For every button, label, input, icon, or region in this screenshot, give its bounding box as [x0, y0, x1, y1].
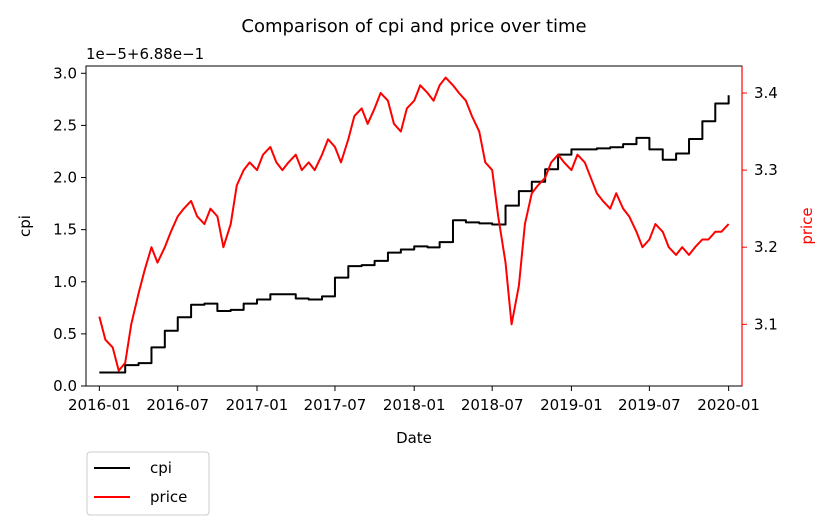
left-axis-label: cpi — [16, 215, 34, 237]
right-tick-label: 3.1 — [754, 315, 778, 333]
left-axis: 0.0 0.5 1.0 1.5 2.0 2.5 3.0 — [53, 64, 86, 395]
right-axis-label: price — [798, 207, 816, 244]
x-tick-label: 2020-01 — [697, 396, 760, 414]
right-tick-label: 3.3 — [754, 161, 778, 179]
left-tick-label: 0.5 — [53, 325, 77, 343]
x-tick-label: 2019-01 — [540, 396, 603, 414]
x-tick-label: 2018-01 — [383, 396, 446, 414]
left-tick-label: 1.5 — [53, 221, 77, 239]
right-axis: 3.1 3.2 3.3 3.4 — [741, 66, 778, 386]
right-tick-label: 3.2 — [754, 238, 778, 256]
left-tick-label: 1.0 — [53, 273, 77, 291]
left-axis-offset-text: 1e−5+6.88e−1 — [86, 45, 204, 63]
left-tick-label: 0.0 — [53, 377, 77, 395]
x-tick-label: 2018-07 — [461, 396, 524, 414]
series-line-cpi — [99, 95, 730, 374]
left-tick-label: 3.0 — [53, 64, 77, 82]
legend: cpi price — [86, 451, 210, 516]
left-tick-label: 2.5 — [53, 116, 77, 134]
x-tick-label: 2016-01 — [68, 396, 131, 414]
x-axis: 2016-01 2016-07 2017-01 2017-07 2018-01 2018-… — [68, 386, 760, 414]
right-tick-label: 3.4 — [754, 84, 778, 102]
x-tick-label: 2019-07 — [618, 396, 681, 414]
x-tick-label: 2016-07 — [146, 396, 209, 414]
series-line-price — [98, 76, 730, 372]
chart-title: Comparison of cpi and price over time — [241, 16, 586, 37]
x-tick-label: 2017-07 — [304, 396, 367, 414]
legend-box — [86, 451, 210, 516]
series-layer — [98, 76, 730, 374]
x-axis-label: Date — [396, 429, 432, 447]
legend-label-cpi: cpi — [150, 459, 172, 477]
left-tick-label: 2.0 — [53, 169, 77, 187]
x-tick-label: 2017-01 — [226, 396, 289, 414]
legend-label-price: price — [150, 488, 187, 506]
